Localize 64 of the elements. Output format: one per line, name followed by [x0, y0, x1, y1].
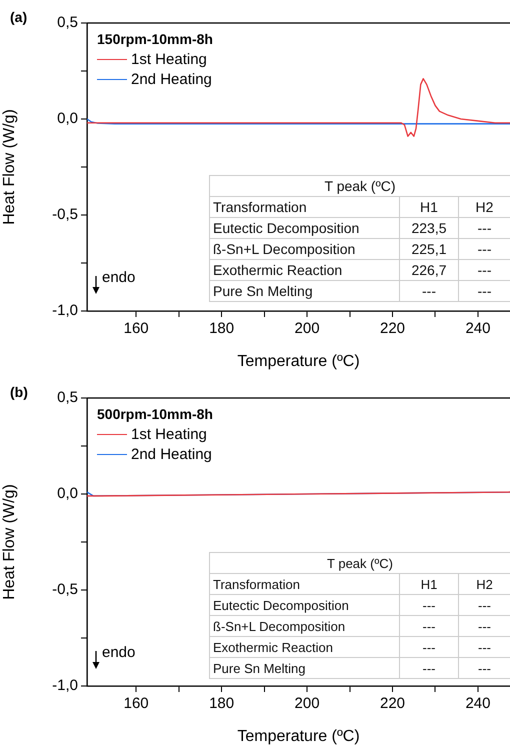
y-axis-title: Heat Flow (W/g) [1, 109, 18, 225]
annotation: --- [400, 636, 458, 658]
annotation: --- [400, 594, 458, 616]
y-tick-label: -0,5 [52, 206, 78, 224]
annotation: T peak (ºC) [210, 176, 510, 196]
annotation: Pure Sn Melting [210, 658, 400, 678]
y-axis-title: Heat Flow (W/g) [1, 484, 18, 600]
legend-label: 2nd Heating [130, 70, 212, 89]
annotation: 226,7 [400, 260, 458, 280]
x-tick-label: 220 [380, 320, 406, 338]
text: (a) [10, 9, 28, 25]
annotation: T peak (ºC) [210, 552, 510, 574]
annotation: H2 [458, 196, 510, 218]
annotation: Eutectic Decomposition [210, 218, 400, 238]
text: (b) [10, 384, 28, 400]
x-tick-label: 240 [465, 320, 490, 338]
text: 150rpm-10mm-8h [97, 31, 213, 47]
y-tick-label: -0,5 [52, 581, 78, 598]
y-tick-label: 0,0 [57, 110, 78, 128]
annotation: --- [458, 260, 510, 280]
legend-label: 1st Heating [130, 424, 208, 444]
legend-label: 2nd Heating [130, 444, 212, 464]
y-tick-label: 0,5 [57, 14, 78, 32]
y-tick-label: -1,0 [52, 677, 78, 694]
annotation: 223,5 [400, 218, 458, 238]
text: 500rpm-10mm-8h [97, 406, 213, 422]
annotation: H1 [400, 196, 458, 218]
annotation: --- [400, 658, 458, 678]
x-tick-label: 200 [294, 695, 320, 712]
x-tick-label: 180 [209, 320, 234, 338]
x-tick-label: 200 [294, 320, 320, 338]
x-axis-title: Temperature (ºC) [237, 728, 360, 745]
x-tick-label: 160 [124, 695, 149, 712]
x-tick-label: 160 [124, 320, 149, 338]
y-tick-label: -1,0 [52, 302, 78, 320]
y-tick-label: 0,0 [57, 485, 78, 502]
annotation: --- [400, 280, 458, 302]
annotation: --- [400, 616, 458, 636]
annotation: --- [458, 218, 510, 238]
annotation: ß-Sn+L Decomposition [210, 616, 400, 636]
legend-label: 1st Heating [130, 50, 208, 69]
y-tick-label: 0,5 [57, 389, 78, 406]
annotation: --- [458, 658, 510, 678]
annotation: H2 [458, 574, 510, 594]
x-tick-label: 240 [465, 695, 490, 712]
annotation: --- [458, 280, 510, 302]
annotation: Transformation [210, 574, 400, 594]
annotation: --- [458, 616, 510, 636]
annotation: Transformation [210, 196, 400, 218]
annotation: --- [458, 594, 510, 616]
annotation: Pure Sn Melting [210, 280, 400, 302]
annotation: H1 [400, 574, 458, 594]
x-axis-title: Temperature (ºC) [237, 352, 360, 370]
annotation: ß-Sn+L Decomposition [210, 238, 400, 260]
annotation: Eutectic Decomposition [210, 594, 400, 616]
annotation: --- [458, 238, 510, 260]
annotation: endo [102, 269, 136, 286]
annotation: endo [102, 644, 136, 661]
x-tick-label: 220 [380, 695, 406, 712]
annotation: Exothermic Reaction [210, 636, 400, 658]
x-tick-label: 180 [209, 695, 234, 712]
annotation: Exothermic Reaction [210, 260, 400, 280]
annotation: 225,1 [400, 238, 458, 260]
annotation: --- [458, 636, 510, 658]
